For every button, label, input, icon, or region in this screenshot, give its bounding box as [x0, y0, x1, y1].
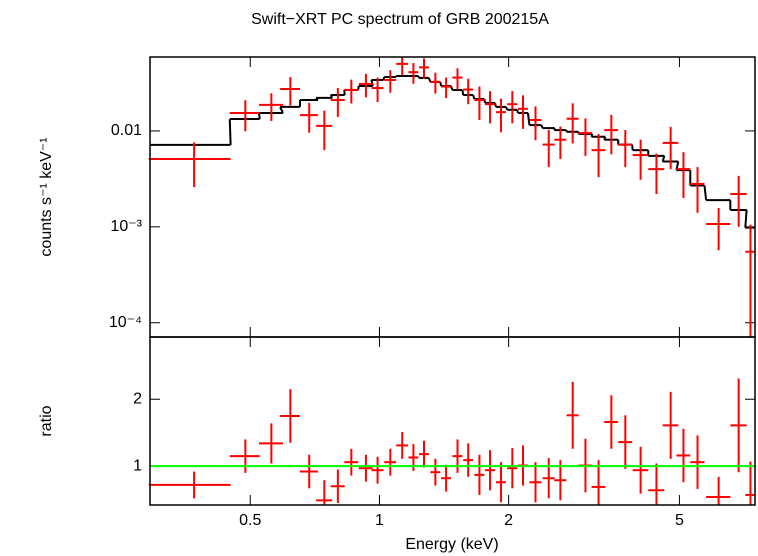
- y-tick-label: 10⁻⁴: [109, 314, 142, 331]
- y-axis-label: counts s⁻¹ keV⁻¹: [38, 137, 55, 256]
- y-tick-label: 10⁻³: [110, 218, 142, 235]
- y-axis-label: ratio: [38, 405, 55, 436]
- model-step-riser: [703, 185, 708, 201]
- plot-frame: [149, 56, 756, 338]
- model-step-riser: [526, 112, 531, 126]
- model-step-riser: [483, 98, 486, 104]
- plot-frame: [149, 336, 756, 506]
- model-step-riser: [427, 77, 432, 83]
- x-tick-label: 5: [675, 512, 684, 529]
- model-step-riser: [450, 85, 454, 91]
- y-tick-label: 2: [133, 390, 142, 407]
- model-step-riser: [472, 94, 476, 100]
- model-step-riser: [505, 106, 509, 111]
- model-step-riser: [461, 89, 465, 96]
- model-step-riser: [494, 102, 497, 108]
- y-tick-label: 1: [133, 457, 142, 474]
- x-tick-label: 1: [375, 512, 384, 529]
- y-tick-label: 0.01: [111, 122, 142, 139]
- x-tick-label: 0.5: [239, 512, 261, 529]
- model-step-riser: [357, 85, 360, 91]
- model-step-riser: [228, 119, 232, 145]
- model-step-riser: [279, 106, 284, 114]
- model-step-riser: [417, 75, 420, 79]
- model-step-riser: [439, 81, 443, 87]
- chart-title: Swift−XRT PC spectrum of GRB 200215A: [251, 11, 549, 28]
- model-step-riser: [540, 124, 544, 129]
- model-step-riser: [382, 76, 386, 81]
- model-step-riser: [257, 112, 261, 120]
- x-axis-label: Energy (keV): [405, 536, 498, 553]
- model-step-riser: [744, 209, 748, 228]
- model-step-riser: [516, 109, 519, 114]
- x-tick-label: 2: [504, 512, 513, 529]
